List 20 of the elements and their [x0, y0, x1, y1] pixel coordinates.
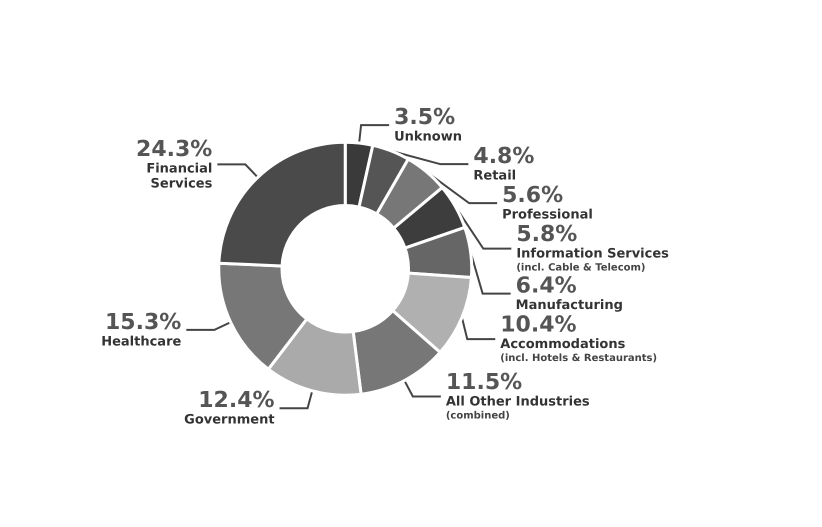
data-label: 3.5% — [394, 105, 456, 130]
slice-label: Retail — [473, 168, 516, 184]
slice-label: Manufacturing — [516, 298, 623, 314]
data-label: 5.6% — [502, 183, 564, 208]
data-label: 10.4% — [500, 312, 577, 338]
data-label: 6.4% — [516, 274, 577, 299]
slice-label: Information Services (incl. Cable & Telecom) — [516, 246, 670, 274]
slice-label: All Other Industries (combined) — [446, 394, 590, 422]
data-label: 11.5% — [446, 370, 522, 395]
slice-label: Financial Services — [146, 161, 213, 192]
data-label: 4.8% — [473, 144, 534, 170]
slice-label: Healthcare — [101, 334, 182, 350]
slice-label: Government — [184, 412, 275, 428]
data-label: 5.8% — [516, 222, 578, 248]
slice-label: Unknown — [394, 130, 462, 145]
slice-label: Professional — [502, 208, 593, 223]
data-label: 24.3% — [136, 136, 212, 162]
slice-label: Accommodations (incl. Hotels & Restaurants) — [500, 337, 658, 364]
data-label: 12.4% — [198, 388, 275, 414]
data-label: 15.3% — [104, 310, 182, 335]
